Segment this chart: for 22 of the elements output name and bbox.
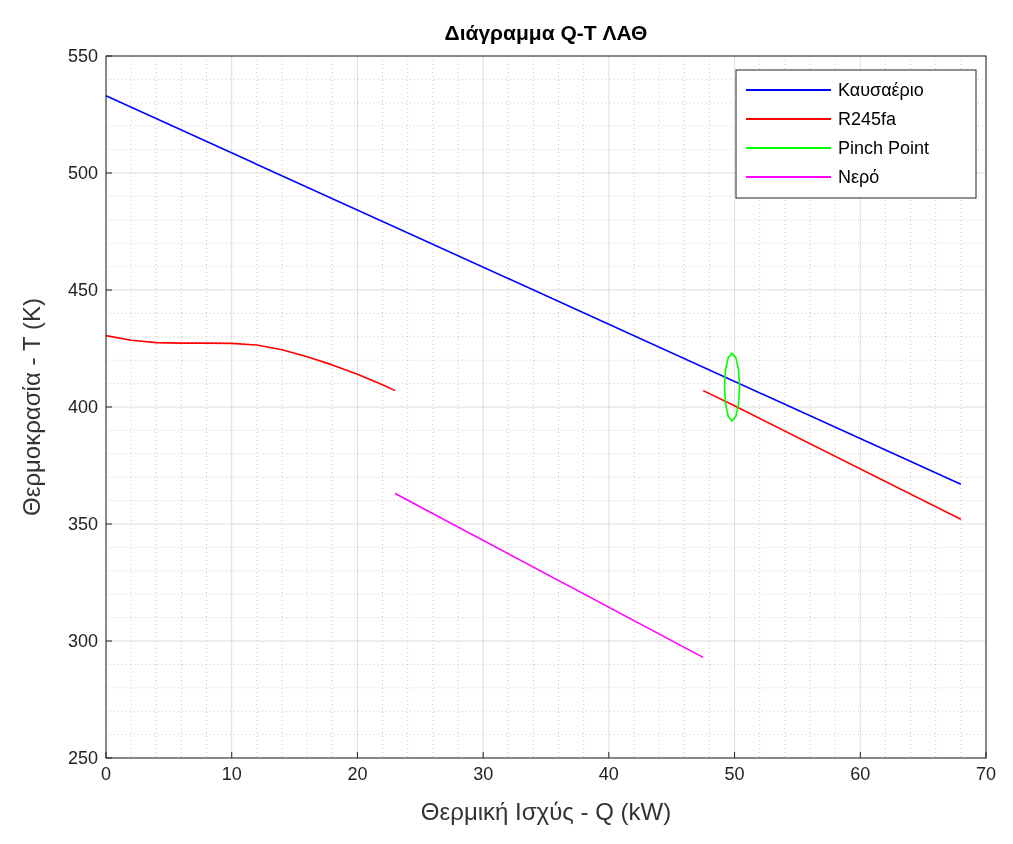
y-axis-title: Θερμοκρασία - T (K): [18, 298, 45, 516]
y-tick-label: 500: [67, 163, 98, 183]
x-tick-label: 30: [473, 764, 494, 784]
y-tick-label: 250: [67, 748, 98, 768]
x-tick-label: 70: [975, 764, 997, 784]
legend-label: Καυσαέριο: [838, 80, 924, 100]
y-tick-label: 450: [67, 280, 98, 300]
x-tick-label: 60: [850, 764, 871, 784]
legend-label: Νερό: [838, 167, 880, 187]
y-tick-label: 300: [67, 631, 98, 651]
x-tick-label: 20: [347, 764, 368, 784]
y-tick-label: 400: [67, 397, 98, 417]
y-tick-label: 550: [67, 46, 98, 66]
y-tick-label: 350: [67, 514, 98, 534]
x-tick-label: 10: [221, 764, 242, 784]
x-tick-label: 50: [724, 764, 745, 784]
legend-label: R245fa: [838, 109, 898, 129]
x-axis-title: Θερμική Ισχύς - Q (kW): [420, 798, 672, 825]
x-tick-label: 40: [598, 764, 619, 784]
x-tick-label: 0: [100, 764, 112, 784]
chart-title: Διάγραμμα Q-T ΛΑΘ: [444, 21, 648, 44]
legend-label: Pinch Point: [838, 138, 930, 158]
